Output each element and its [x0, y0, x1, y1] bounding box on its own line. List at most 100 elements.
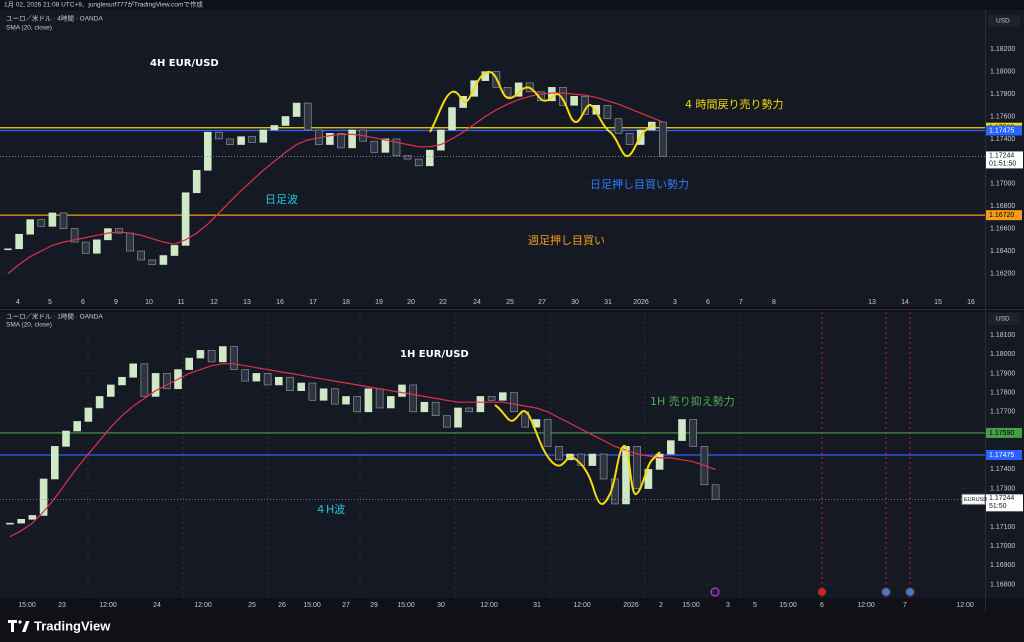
brand: TradingView [34, 618, 111, 633]
candle-body [498, 392, 507, 401]
footer [0, 612, 1024, 642]
candle-body [592, 104, 601, 115]
wave-drawing [494, 404, 661, 505]
x-tick-label: 13 [868, 299, 876, 306]
candle-body [81, 241, 90, 254]
candle-body [62, 430, 70, 447]
x-tick-label: 6 [820, 602, 824, 609]
candle-body [599, 453, 608, 480]
x-tick-label: 5 [753, 602, 757, 609]
candle-body [15, 233, 23, 250]
candle-body [666, 440, 675, 455]
candle-body [678, 419, 686, 441]
indicator-label: SMA (20, close) [6, 322, 52, 329]
candle-body [237, 136, 245, 145]
x-tick-label: 12 [210, 299, 218, 306]
candle-body [543, 419, 552, 447]
candle-body [281, 116, 290, 126]
annotation: 4H EUR/USD [150, 58, 219, 69]
x-tick-label: 17 [309, 299, 317, 306]
y-tick-label: 1.17800 [990, 91, 1015, 98]
event-icon[interactable] [881, 587, 891, 597]
price-tag-label: 1.17475 [989, 127, 1014, 134]
candle-body [137, 250, 145, 261]
candle-body [163, 373, 171, 390]
event-icon[interactable] [905, 587, 915, 597]
x-tick-label: 10 [145, 299, 153, 306]
symbol-label: ユーロ／米ドル · 4時間 · OANDA [6, 14, 103, 23]
x-tick-label: 30 [571, 299, 579, 306]
x-tick-label: 24 [153, 602, 161, 609]
candle-body [510, 392, 518, 413]
currency-box[interactable] [988, 15, 1020, 27]
candle-body [263, 373, 272, 386]
candle-body [588, 453, 597, 466]
caption: 1月 02, 2026 21:08 UTC+9、junglesurf777がTr… [4, 0, 203, 9]
candle-body [503, 87, 512, 97]
y-tick-label: 1.17000 [990, 181, 1015, 188]
candle-body [487, 396, 496, 401]
x-tick-label: 2026 [623, 602, 639, 609]
y-tick-label: 1.18000 [990, 69, 1015, 76]
annotation: 日足波 [265, 193, 298, 206]
candle-body [37, 219, 46, 227]
currency: USD [996, 18, 1010, 25]
annotation: 週足押し目買い [528, 233, 605, 247]
y-tick-label: 1.17800 [990, 389, 1015, 396]
x-tick-label: 3 [673, 299, 677, 306]
x-tick-label: 15 [934, 299, 942, 306]
x-tick-label: 22 [439, 299, 447, 306]
candle-body [59, 212, 68, 229]
x-tick-label: 20 [407, 299, 415, 306]
candle-body [326, 133, 334, 145]
symbol-tag [961, 493, 986, 505]
candle-body [219, 346, 227, 363]
candle-body [442, 415, 451, 428]
y-tick-label: 1.16900 [990, 562, 1015, 569]
event-icon[interactable] [710, 587, 720, 597]
candle-body [610, 478, 619, 505]
candle-body [274, 376, 283, 386]
candle-body [398, 384, 406, 397]
logo-mark [18, 620, 22, 624]
candle-body [241, 369, 249, 382]
x-tick-label: 9 [114, 299, 118, 306]
x-tick-label: 11 [177, 299, 184, 306]
sma-line [9, 363, 716, 538]
x-tick-label: 14 [901, 299, 909, 306]
candle-body [140, 363, 149, 397]
candle-body [425, 149, 434, 167]
y-tick-label: 1.16800 [990, 203, 1015, 210]
x-tick-label: 26 [278, 602, 286, 609]
candle-body [39, 478, 48, 516]
event-icon[interactable] [818, 588, 826, 596]
y-tick-label: 1.16400 [990, 248, 1015, 255]
candle-body [364, 388, 373, 413]
candle-body [375, 388, 384, 409]
candle-body [148, 259, 157, 265]
x-tick-label: 15:00 [779, 602, 797, 609]
x-tick-label: 24 [473, 299, 481, 306]
candle-body [644, 469, 653, 489]
countdown: 01:51:50 [989, 160, 1016, 167]
x-tick-label: 31 [604, 299, 612, 306]
currency-box[interactable] [988, 313, 1020, 325]
annotation: ４H波 [315, 503, 345, 516]
candle-body [386, 396, 395, 409]
candle-body [207, 350, 216, 363]
x-tick-label: 19 [375, 299, 383, 306]
x-tick-label: 27 [538, 299, 546, 306]
wave-drawing [429, 71, 655, 158]
price-tag [986, 125, 1022, 136]
candle-body [403, 155, 412, 160]
x-tick-label: 25 [248, 602, 256, 609]
candle-body [554, 446, 563, 461]
annotation: 4 時間戻り売り勢力 [685, 97, 784, 111]
x-tick-label: 29 [370, 602, 378, 609]
candle-body [370, 140, 379, 153]
countdown: 51:50 [989, 503, 1007, 510]
candle-body [129, 363, 137, 378]
price-tag [986, 210, 1022, 221]
